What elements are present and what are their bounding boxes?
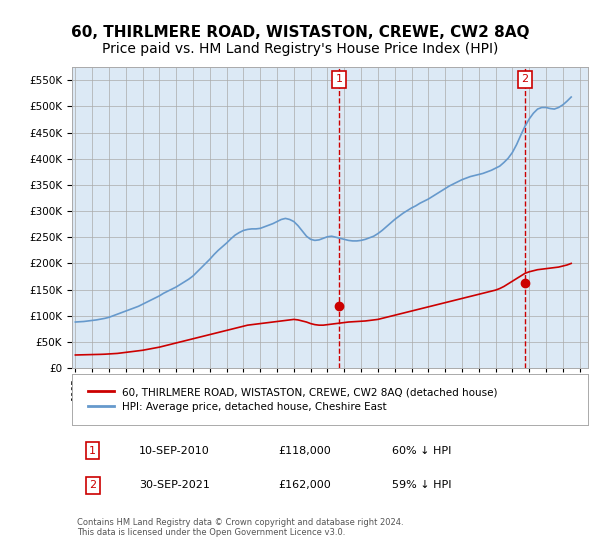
Text: Contains HM Land Registry data © Crown copyright and database right 2024.
This d: Contains HM Land Registry data © Crown c… xyxy=(77,518,404,537)
Text: Price paid vs. HM Land Registry's House Price Index (HPI): Price paid vs. HM Land Registry's House … xyxy=(102,42,498,56)
Text: 2: 2 xyxy=(521,74,529,84)
Text: 60, THIRLMERE ROAD, WISTASTON, CREWE, CW2 8AQ: 60, THIRLMERE ROAD, WISTASTON, CREWE, CW… xyxy=(71,25,529,40)
Legend: 60, THIRLMERE ROAD, WISTASTON, CREWE, CW2 8AQ (detached house), HPI: Average pri: 60, THIRLMERE ROAD, WISTASTON, CREWE, CW… xyxy=(82,381,503,418)
Text: 30-SEP-2021: 30-SEP-2021 xyxy=(139,480,210,491)
Text: 1: 1 xyxy=(89,446,96,456)
Text: 59% ↓ HPI: 59% ↓ HPI xyxy=(392,480,451,491)
Text: £162,000: £162,000 xyxy=(278,480,331,491)
Text: 10-SEP-2010: 10-SEP-2010 xyxy=(139,446,210,456)
Text: 2: 2 xyxy=(89,480,96,491)
Text: 1: 1 xyxy=(336,74,343,84)
Text: £118,000: £118,000 xyxy=(278,446,331,456)
Text: 60% ↓ HPI: 60% ↓ HPI xyxy=(392,446,451,456)
